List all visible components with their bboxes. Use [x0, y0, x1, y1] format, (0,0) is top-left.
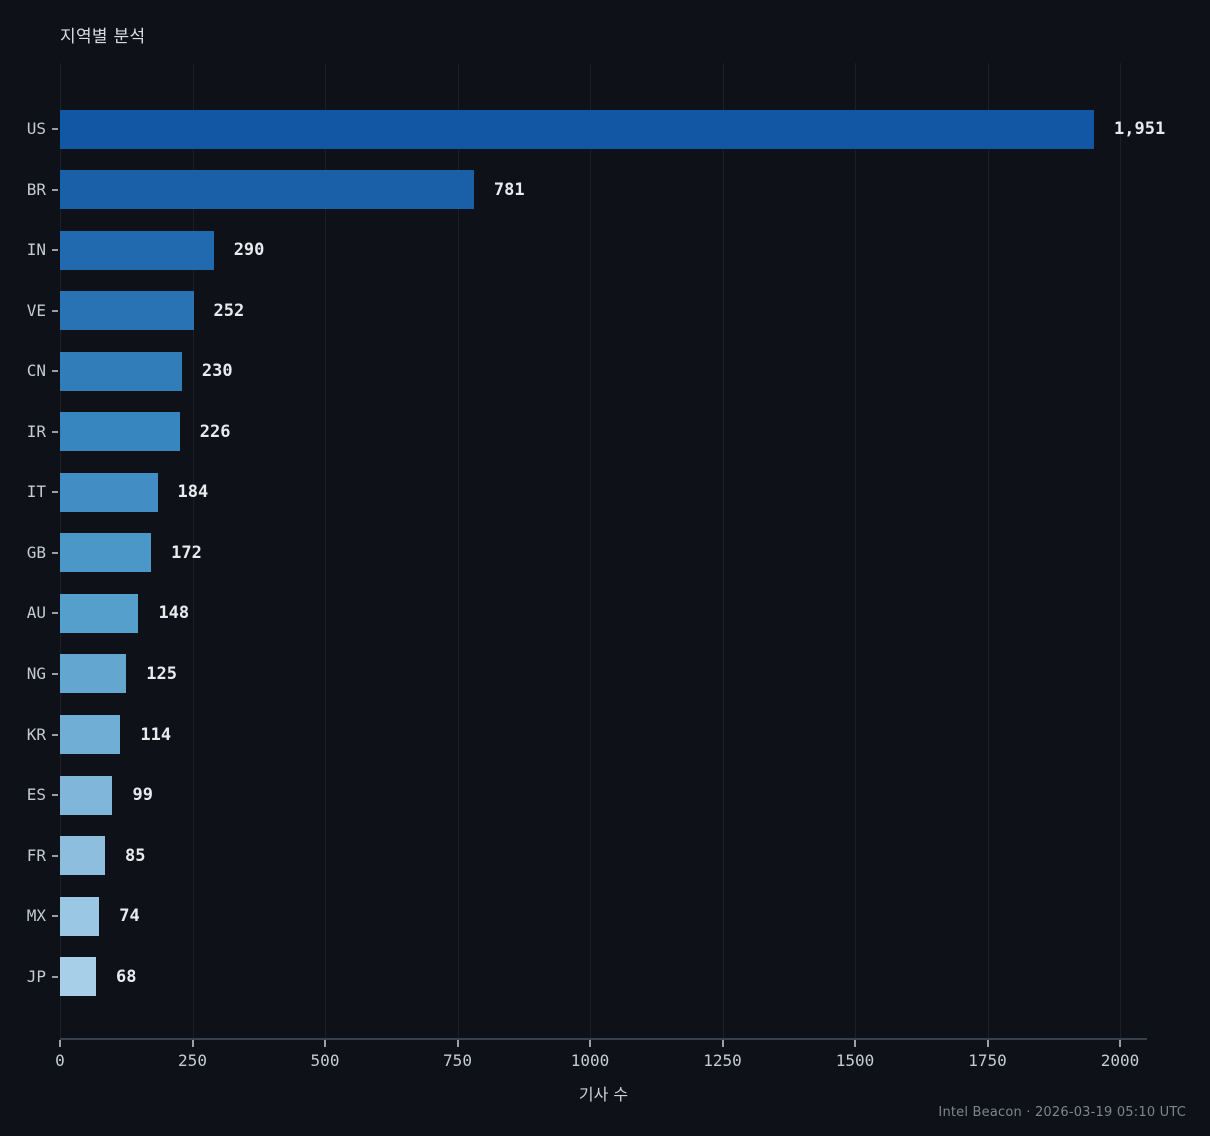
bar-value-label: 114 — [140, 724, 172, 745]
bar — [60, 775, 113, 815]
x-tick-label: 750 — [443, 1051, 472, 1070]
y-tick — [52, 794, 58, 797]
y-axis-category-label: CN — [26, 361, 46, 381]
bar-value-label: 781 — [493, 179, 525, 200]
y-tick — [52, 188, 58, 191]
y-tick — [52, 430, 58, 433]
x-tick — [1119, 1040, 1121, 1047]
bar-value-label: 99 — [132, 785, 153, 806]
x-tick — [191, 1040, 194, 1047]
y-tick — [52, 854, 58, 857]
x-tick — [324, 1040, 326, 1047]
bar — [60, 715, 121, 754]
y-axis-category-label: VE — [26, 300, 46, 320]
bar — [60, 533, 152, 573]
y-tick — [52, 733, 58, 736]
x-tick — [854, 1040, 856, 1047]
plot-area: 1,951 781 290 252 230 226 184 172 148 125 114 99 85 7… — [60, 63, 1165, 1040]
x-tick — [721, 1040, 724, 1047]
y-axis-category-label: ES — [26, 785, 46, 805]
y-axis-category-label: FR — [26, 845, 46, 865]
gridline — [1120, 63, 1121, 1038]
gridline — [855, 63, 856, 1038]
bar-value-label: 125 — [146, 663, 177, 684]
y-tick — [52, 551, 58, 554]
x-tick — [59, 1040, 61, 1047]
bar — [60, 230, 214, 270]
gridline — [722, 63, 724, 1038]
bar-value-label: 74 — [119, 906, 140, 927]
x-tick-label: 2000 — [1100, 1051, 1140, 1070]
y-axis-category-label: IN — [26, 240, 46, 260]
y-tick — [52, 370, 58, 373]
x-tick — [589, 1040, 591, 1047]
bar-value-label: 172 — [171, 542, 202, 563]
gridline — [590, 63, 591, 1038]
gridline — [192, 63, 194, 1038]
x-tick — [456, 1040, 459, 1047]
gridline — [325, 63, 326, 1038]
bar — [60, 896, 100, 936]
bar — [60, 957, 97, 997]
y-axis-category-label: JP — [26, 966, 46, 986]
gridline — [987, 63, 989, 1038]
bar-value-label: 148 — [158, 603, 190, 624]
y-tick — [52, 309, 58, 312]
y-axis-category-label: IR — [26, 421, 46, 441]
y-tick — [52, 249, 58, 252]
y-axis-category-label: BR — [26, 179, 46, 199]
bar-value-label: 184 — [177, 482, 209, 503]
bar-value-label: 226 — [199, 421, 231, 442]
bar-value-label: 85 — [125, 845, 146, 866]
bar — [60, 836, 106, 876]
x-tick-label: 1250 — [703, 1051, 742, 1070]
x-tick-label: 500 — [310, 1051, 340, 1070]
y-axis-category-label: AU — [26, 603, 46, 623]
y-tick — [52, 491, 58, 494]
y-tick — [52, 128, 58, 130]
y-axis-category-label: MX — [26, 906, 46, 926]
bar — [60, 472, 158, 512]
bar-value-label: 230 — [201, 361, 233, 382]
y-tick — [52, 612, 58, 615]
y-axis-category-label: US — [26, 119, 46, 138]
bar — [60, 170, 474, 210]
y-axis-category-label: GB — [26, 542, 46, 562]
bar — [60, 412, 180, 452]
x-tick-label: 1000 — [570, 1051, 610, 1070]
x-tick — [986, 1040, 989, 1047]
y-axis-category-label: IT — [26, 482, 46, 502]
bar-value-label: 1,951 — [1114, 119, 1166, 139]
footer-attribution: Intel Beacon · 2026-03-19 05:10 UTC — [938, 1105, 1186, 1120]
bar — [60, 351, 182, 391]
x-tick-label: 1500 — [835, 1051, 875, 1070]
y-axis-category-label: NG — [26, 663, 46, 683]
bar-value-label: 252 — [213, 300, 245, 321]
bar — [60, 109, 1095, 149]
x-tick-label: 1750 — [968, 1051, 1007, 1070]
y-tick — [52, 915, 58, 918]
bar-value-label: 68 — [116, 966, 137, 987]
gridline — [457, 63, 459, 1038]
bar — [60, 654, 127, 694]
y-tick — [52, 672, 58, 675]
bar-value-label: 290 — [233, 240, 265, 261]
chart-title: 지역별 분석 — [60, 27, 146, 47]
x-tick-label: 0 — [55, 1051, 65, 1070]
y-axis-category-label: KR — [26, 724, 46, 744]
x-axis-label: 기사 수 — [578, 1085, 629, 1104]
y-tick — [52, 975, 58, 978]
x-tick-label: 250 — [178, 1051, 207, 1070]
bar — [60, 291, 194, 331]
bar — [60, 593, 139, 633]
